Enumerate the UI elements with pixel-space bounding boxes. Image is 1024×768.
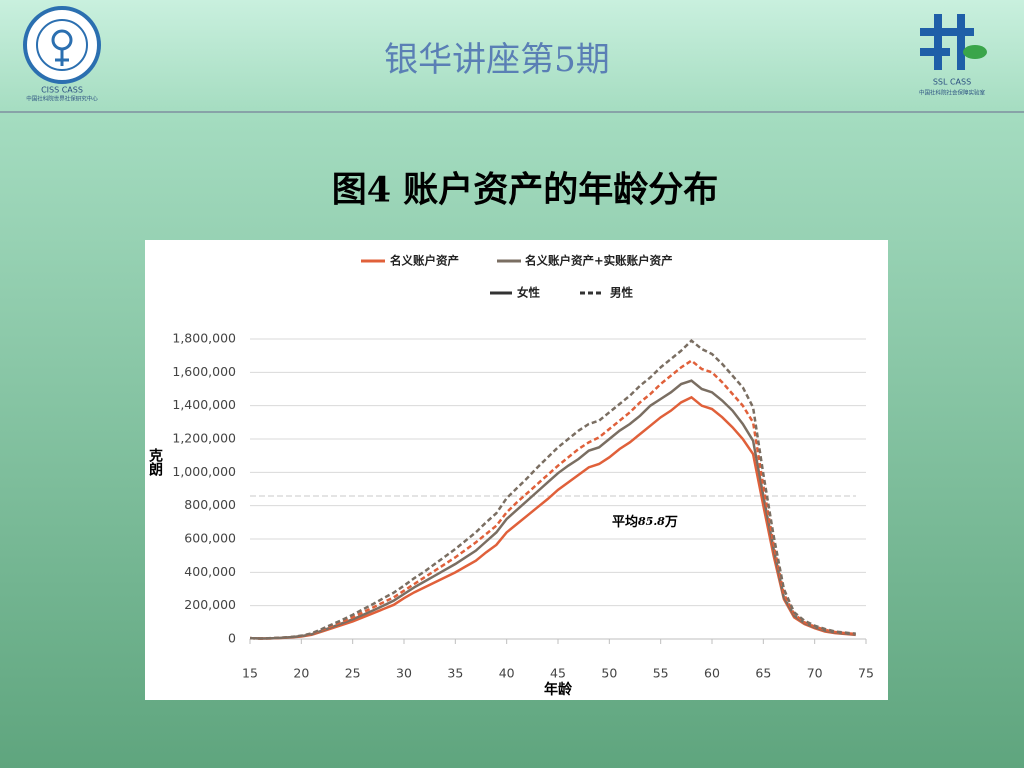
heading: 图4 账户资产的年龄分布	[332, 170, 719, 211]
legend-label: 女性	[517, 286, 540, 300]
x-tick-label: 60	[704, 666, 720, 681]
logo-text: 中国社科院世界社保研究中心	[26, 95, 98, 103]
legend-label: 名义账户资产+实账账户资产	[525, 254, 673, 268]
y-axis-label: 克朗	[147, 447, 163, 477]
x-tick-label: 45	[550, 666, 566, 681]
logo-text: CISS CASS	[41, 86, 83, 95]
x-tick-label: 20	[293, 666, 309, 681]
y-tick-label: 0	[228, 631, 236, 646]
logo-text: SSL CASS	[933, 78, 971, 87]
x-tick-label: 70	[807, 666, 823, 681]
y-tick-label: 800,000	[184, 497, 236, 512]
y-tick-label: 1,600,000	[172, 364, 236, 379]
series-line	[249, 379, 856, 640]
y-tick-label: 600,000	[184, 531, 236, 546]
chart-area	[145, 240, 888, 700]
y-tick-label: 400,000	[184, 564, 236, 579]
series-line	[249, 395, 856, 640]
reference-label: 平均85.8万	[612, 514, 678, 530]
x-tick-label: 55	[653, 666, 669, 681]
y-tick-label: 1,800,000	[172, 331, 236, 346]
reference-label-part: 平均	[612, 514, 638, 530]
legend-label: 名义账户资产	[390, 254, 459, 268]
series-line	[249, 338, 856, 640]
x-tick-label: 15	[242, 666, 258, 681]
x-tick-label: 65	[755, 666, 771, 681]
y-tick-label: 200,000	[184, 597, 236, 612]
x-tick-label: 75	[858, 666, 874, 681]
left-logo	[23, 6, 101, 84]
y-tick-label: 1,000,000	[172, 464, 236, 479]
x-tick-label: 30	[396, 666, 412, 681]
series-line	[249, 359, 856, 640]
slide-title: 银华讲座第5期	[384, 40, 610, 80]
reference-label-part: 万	[664, 515, 678, 530]
x-axis-label: 年龄	[544, 681, 573, 698]
legend-label: 男性	[610, 286, 633, 300]
y-tick-label: 1,200,000	[172, 431, 236, 446]
x-tick-label: 40	[499, 666, 515, 681]
y-tick-label: 1,400,000	[172, 397, 236, 412]
right-logo	[920, 14, 987, 70]
x-tick-label: 35	[447, 666, 463, 681]
x-tick-label: 50	[601, 666, 617, 681]
reference-label-part: 85.8	[638, 515, 665, 528]
logo-text: 中国社科院社会保障实验室	[919, 89, 986, 97]
x-tick-label: 25	[345, 666, 361, 681]
